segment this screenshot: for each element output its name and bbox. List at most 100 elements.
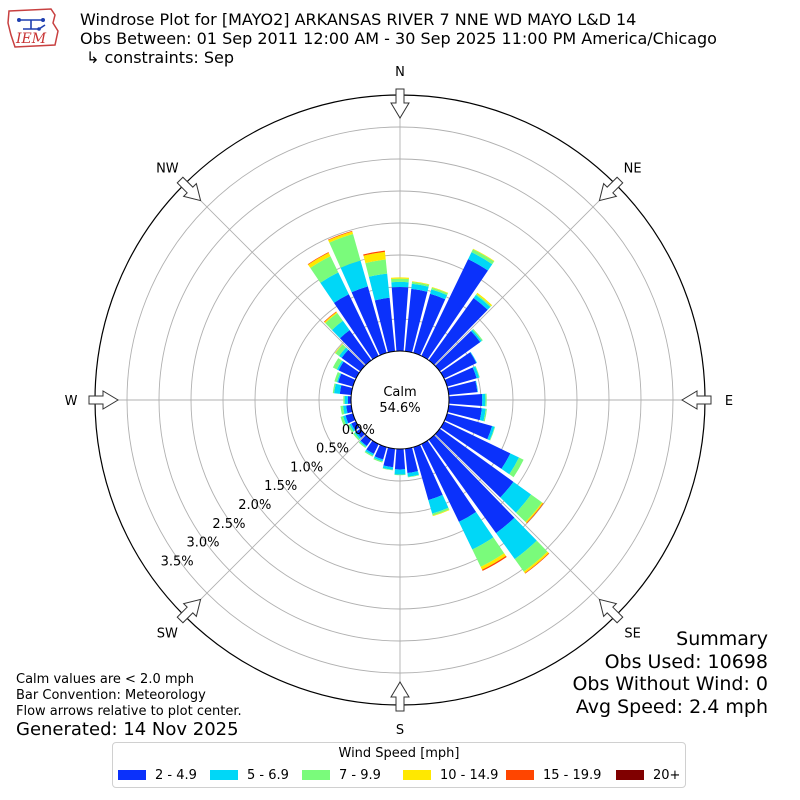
legend-item: 20+ [616, 768, 680, 783]
legend-label: 5 - 6.9 [247, 767, 289, 783]
radial-tick-4: 2.0% [238, 498, 271, 513]
bar-130-4 [526, 503, 544, 524]
bar-160-2 [432, 507, 450, 516]
legend-label: 10 - 14.9 [440, 767, 499, 783]
bar-310-0 [341, 349, 365, 372]
bar-100-2 [483, 408, 487, 422]
bar-40-1 [473, 294, 491, 310]
bar-230-1 [354, 431, 362, 440]
bar-350-1 [368, 273, 390, 301]
bar-250-2 [340, 416, 346, 426]
bar-320-2 [325, 313, 343, 330]
bar-240-2 [347, 424, 354, 433]
bar-140-4 [524, 553, 550, 574]
legend-swatch [506, 770, 534, 780]
legend-label: 7 - 9.9 [339, 767, 381, 783]
legend-swatch [302, 770, 330, 780]
flow-arrow-45 [598, 176, 624, 202]
bar-300-1 [336, 360, 344, 371]
bar-140-2 [514, 540, 548, 572]
bar-250-1 [343, 415, 349, 425]
bar-10-3 [412, 281, 430, 285]
bar-100-0 [447, 404, 482, 421]
bar-150-2 [472, 537, 505, 567]
bar-20-1 [430, 289, 448, 300]
bar-120-2 [509, 457, 524, 478]
bar-290-0 [338, 373, 356, 387]
bar-350-3 [363, 251, 386, 264]
bar-70-2 [475, 366, 480, 378]
bar-330-2 [310, 256, 339, 283]
bar-140-0 [428, 435, 515, 534]
bar-280-2 [332, 383, 336, 394]
bar-40-3 [476, 292, 493, 307]
direction-label-E: E [725, 394, 733, 409]
bar-110-2 [489, 426, 496, 441]
logo-text: IEM [15, 31, 47, 47]
flow-arrow-90 [681, 390, 712, 410]
bar-70-1 [472, 366, 480, 379]
radial-tick-3: 1.5% [264, 479, 297, 494]
bar-50-2 [472, 328, 483, 342]
radial-tick-5: 2.5% [212, 517, 245, 532]
bar-180-1 [394, 469, 406, 475]
bar-90-0 [448, 393, 483, 407]
flow-arrow-315 [176, 176, 202, 202]
legend: Wind Speed [mph] 2 - 4.9 5 - 6.9 7 - 9.9 10… [112, 742, 686, 788]
bar-30-3 [472, 248, 495, 262]
bar-150-4 [482, 555, 507, 571]
bar-310-1 [338, 347, 349, 358]
bar-210-1 [365, 449, 374, 456]
summary-obs-used: Obs Used: 10698 [604, 650, 768, 673]
bar-30-2 [471, 249, 495, 265]
title-line-1: Windrose Plot for [MAYO2] ARKANSAS RIVER… [80, 10, 637, 29]
iem-logo: IEM [7, 8, 59, 48]
bar-50-1 [470, 329, 482, 343]
bar-280-1 [334, 383, 342, 394]
calm-label: Calm [383, 385, 416, 400]
flow-arrows-note: Flow arrows relative to plot center. [16, 704, 242, 719]
direction-labels: N NE E SE S SW W NW [65, 65, 734, 738]
bar-140-3 [523, 551, 549, 574]
direction-label-S: S [396, 723, 404, 738]
legend-title: Wind Speed [mph] [338, 746, 460, 761]
bar-130-3 [525, 502, 544, 523]
bar-180-0 [394, 448, 406, 470]
bar-30-0 [421, 259, 488, 360]
bar-260-0 [346, 404, 353, 414]
summary-box: Summary Obs Used: 10698 Obs Without Wind… [572, 628, 768, 718]
bar-240-0 [351, 421, 360, 431]
bar-10-2 [411, 281, 430, 287]
bar-350-0 [374, 297, 396, 353]
bar-200-2 [373, 458, 383, 463]
chart-title: Windrose Plot for [MAYO2] ARKANSAS RIVER… [80, 10, 717, 67]
title-line-2: Obs Between: 01 Sep 2011 12:00 AM - 30 S… [80, 29, 717, 48]
bar-20-3 [431, 286, 449, 294]
bar-300-0 [338, 361, 360, 379]
bar-230-2 [352, 432, 360, 441]
bar-40-0 [428, 297, 488, 365]
bar-220-1 [359, 440, 367, 448]
bar-120-1 [501, 453, 520, 475]
bar-20-2 [431, 287, 448, 296]
bar-340-3 [328, 231, 354, 243]
direction-label-NW: NW [156, 161, 179, 176]
bar-200-1 [373, 456, 384, 462]
bar-170-1 [407, 471, 419, 477]
bar-80-0 [447, 380, 478, 396]
bar-310-2 [335, 344, 347, 356]
bar-150-3 [480, 553, 506, 570]
grid-spoke [184, 399, 401, 616]
bar-330-1 [320, 272, 349, 303]
flow-arrow-135 [598, 598, 624, 624]
flow-arrow-180 [390, 681, 410, 712]
bar-10-1 [411, 283, 429, 292]
bar-320-0 [339, 330, 372, 365]
bar-260-2 [340, 405, 345, 415]
bar-190-2 [382, 467, 393, 471]
bar-80-1 [475, 380, 479, 393]
legend-item: 5 - 6.9 [210, 767, 289, 783]
bar-230-0 [356, 428, 365, 438]
bar-0-1 [391, 281, 409, 288]
